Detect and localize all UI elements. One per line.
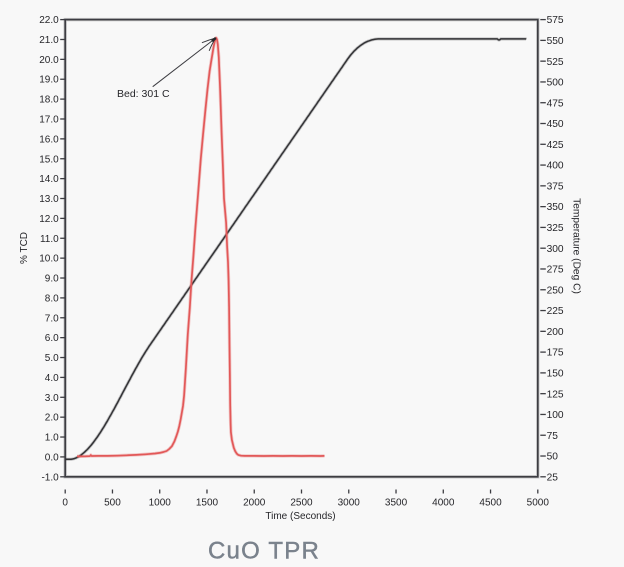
svg-text:225: 225 [547, 306, 564, 317]
svg-text:19.0: 19.0 [39, 75, 59, 86]
svg-text:525: 525 [547, 57, 564, 68]
svg-text:550: 550 [547, 36, 564, 47]
svg-text:2500: 2500 [290, 498, 313, 509]
svg-text:5.0: 5.0 [45, 353, 59, 364]
svg-text:9.0: 9.0 [45, 274, 59, 285]
svg-text:21.0: 21.0 [39, 35, 59, 46]
svg-text:CuO TPR: CuO TPR [208, 538, 320, 565]
svg-text:425: 425 [547, 140, 564, 151]
svg-text:325: 325 [547, 223, 564, 234]
svg-text:-1.0: -1.0 [41, 472, 59, 483]
svg-text:75: 75 [547, 431, 559, 442]
svg-text:175: 175 [547, 348, 564, 359]
svg-text:2.0: 2.0 [45, 413, 59, 424]
svg-text:Temperature (Deg C): Temperature (Deg C) [571, 198, 582, 294]
svg-text:1000: 1000 [149, 498, 172, 509]
svg-text:18.0: 18.0 [39, 95, 59, 106]
svg-text:250: 250 [547, 285, 564, 296]
svg-text:2000: 2000 [243, 498, 266, 509]
svg-text:15.0: 15.0 [39, 154, 59, 165]
svg-text:3000: 3000 [338, 498, 361, 509]
svg-text:1.0: 1.0 [45, 433, 59, 444]
svg-text:8.0: 8.0 [45, 293, 59, 304]
svg-text:100: 100 [547, 410, 564, 421]
svg-text:0: 0 [62, 498, 68, 509]
svg-text:150: 150 [547, 368, 564, 379]
svg-text:12.0: 12.0 [39, 214, 59, 225]
svg-text:7.0: 7.0 [45, 313, 59, 324]
svg-text:125: 125 [547, 389, 564, 400]
svg-text:17.0: 17.0 [39, 114, 59, 125]
svg-text:375: 375 [547, 181, 564, 192]
svg-text:4.0: 4.0 [45, 373, 59, 384]
svg-text:1500: 1500 [196, 498, 219, 509]
svg-text:50: 50 [547, 452, 559, 463]
svg-text:% TCD: % TCD [19, 232, 30, 264]
svg-text:14.0: 14.0 [39, 174, 59, 185]
svg-text:500: 500 [104, 498, 121, 509]
svg-text:11.0: 11.0 [40, 234, 59, 245]
svg-text:16.0: 16.0 [39, 134, 59, 145]
svg-text:4500: 4500 [479, 498, 502, 509]
svg-text:475: 475 [547, 98, 564, 109]
svg-text:22.0: 22.0 [39, 15, 59, 26]
svg-text:6.0: 6.0 [45, 333, 59, 344]
svg-text:25: 25 [547, 472, 559, 483]
svg-text:10.0: 10.0 [39, 254, 59, 265]
svg-text:350: 350 [547, 202, 564, 213]
svg-text:13.0: 13.0 [39, 194, 59, 205]
svg-text:4000: 4000 [432, 498, 455, 509]
svg-text:500: 500 [547, 78, 564, 89]
svg-text:3500: 3500 [385, 498, 408, 509]
svg-text:Time (Seconds): Time (Seconds) [265, 511, 335, 522]
svg-text:Bed: 301 C: Bed: 301 C [117, 88, 170, 100]
svg-text:450: 450 [547, 119, 564, 130]
svg-text:20.0: 20.0 [39, 55, 59, 66]
svg-text:200: 200 [547, 327, 564, 338]
svg-text:575: 575 [547, 15, 564, 26]
svg-text:275: 275 [547, 265, 564, 276]
svg-text:300: 300 [547, 244, 564, 255]
svg-text:0.0: 0.0 [45, 452, 59, 463]
svg-text:3.0: 3.0 [45, 393, 59, 404]
svg-text:5000: 5000 [527, 498, 550, 509]
svg-text:400: 400 [547, 161, 564, 172]
